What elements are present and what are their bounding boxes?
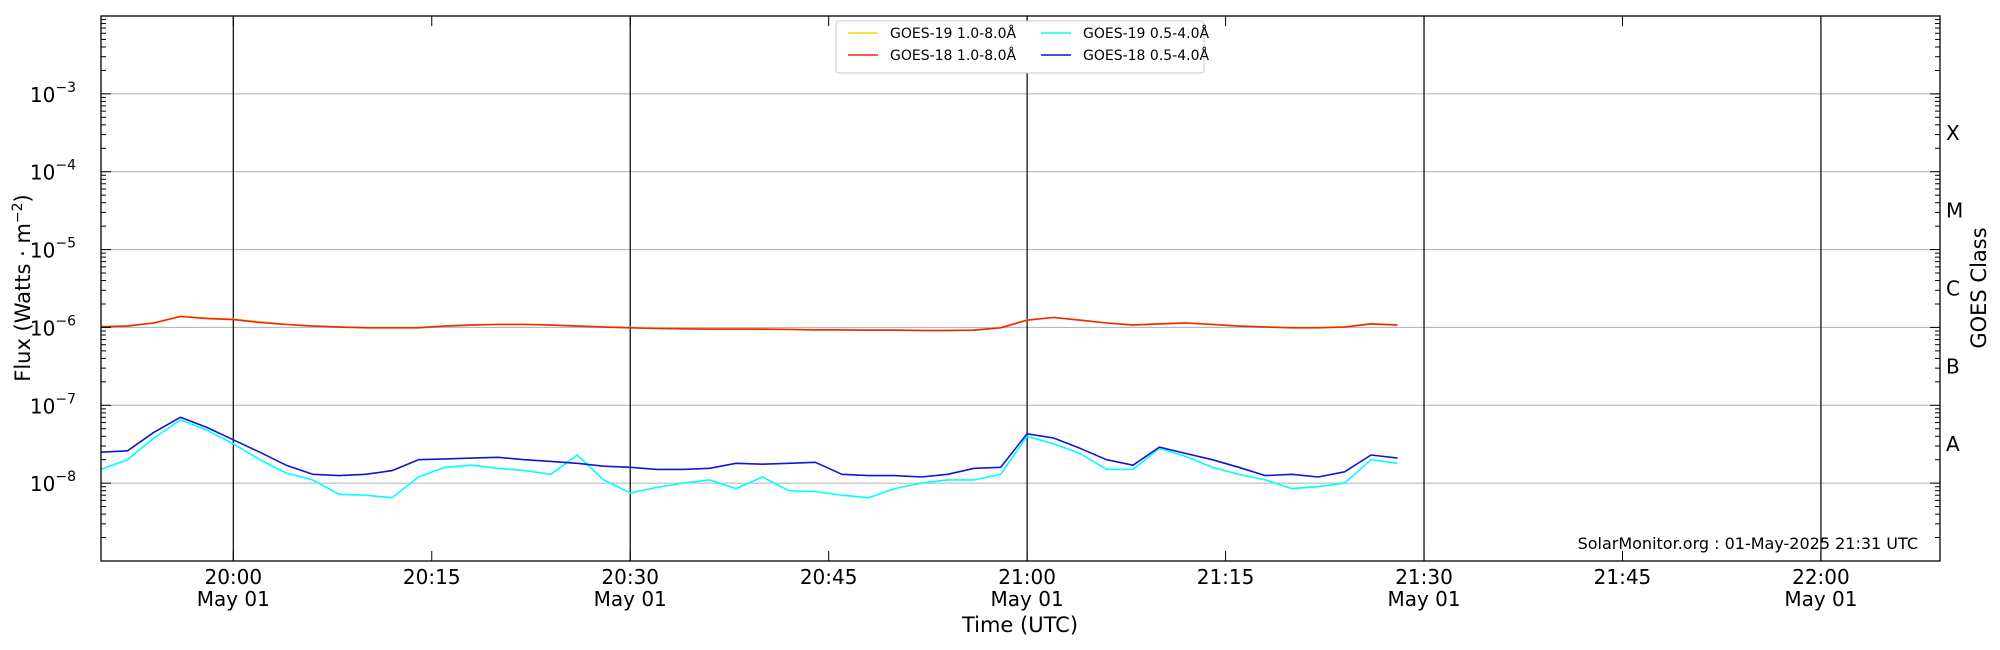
series-line-3 <box>100 416 1398 478</box>
goes-class-c: C <box>1946 277 1960 301</box>
x-tick-label-4: 21:00 <box>998 565 1056 589</box>
y-axis-title-exponent: −2 <box>10 202 26 223</box>
goes-class-x: X <box>1946 121 1960 145</box>
y-axis-title: Flux (Watts · m−2) <box>10 194 35 382</box>
x-tick-label-1: 20:15 <box>403 565 461 589</box>
day-markers <box>232 16 1822 561</box>
x-tick-sublabel-6: May 01 <box>1387 587 1460 611</box>
y-axis-title-close: ) <box>11 194 35 202</box>
x-tick-label-2: 20:30 <box>601 565 659 589</box>
series-line-2 <box>100 419 1398 499</box>
y-tick-label-2: 10−6 <box>30 313 76 340</box>
y-axis-ticks: 10−8 10−7 10−6 10−5 10−4 10−3 <box>30 19 1940 562</box>
legend: GOES-19 1.0-8.0Å GOES-18 1.0-8.0Å GOES-19 … <box>835 20 1209 74</box>
legend-label-2: GOES-19 0.5-4.0Å <box>1083 25 1209 42</box>
legend-label-1: GOES-18 1.0-8.0Å <box>890 47 1016 64</box>
y-tick-label-5: 10−3 <box>30 80 76 107</box>
y-axis-title-main: Flux (Watts · m <box>11 223 35 382</box>
series-line-0 <box>100 315 1398 332</box>
right-axis-title: GOES Class <box>1967 227 1991 348</box>
y-tick-label-1: 10−7 <box>30 391 76 418</box>
y-tick-label-0: 10−8 <box>30 469 76 496</box>
y-tick-label-4: 10−4 <box>30 158 76 185</box>
x-tick-sublabel-8: May 01 <box>1784 587 1857 611</box>
grid-lines <box>101 93 1940 484</box>
plot-frame <box>100 15 1941 562</box>
series-lines <box>100 315 1398 499</box>
x-tick-label-6: 21:30 <box>1395 565 1453 589</box>
legend-box <box>835 20 1205 74</box>
x-tick-label-8: 22:00 <box>1792 565 1850 589</box>
x-axis-title: Time (UTC) <box>961 613 1078 637</box>
legend-label-0: GOES-19 1.0-8.0Å <box>890 25 1016 42</box>
legend-label-3: GOES-18 0.5-4.0Å <box>1083 47 1209 64</box>
goes-class-b: B <box>1946 354 1960 378</box>
x-tick-sublabel-2: May 01 <box>594 587 667 611</box>
goes-class-m: M <box>1946 199 1963 223</box>
x-tick-label-0: 20:00 <box>204 565 262 589</box>
goes-class-labels: A B C M X <box>1946 121 1963 456</box>
y-tick-label-3: 10−5 <box>30 236 76 263</box>
goes-class-a: A <box>1946 432 1960 456</box>
x-tick-sublabel-4: May 01 <box>991 587 1064 611</box>
x-tick-sublabel-0: May 01 <box>197 587 270 611</box>
series-line-1 <box>100 315 1398 332</box>
x-tick-label-7: 21:45 <box>1594 565 1652 589</box>
credit-text: SolarMonitor.org : 01-May-2025 21:31 UTC <box>1578 534 1918 553</box>
x-tick-label-3: 20:45 <box>800 565 858 589</box>
x-tick-label-5: 21:15 <box>1197 565 1255 589</box>
